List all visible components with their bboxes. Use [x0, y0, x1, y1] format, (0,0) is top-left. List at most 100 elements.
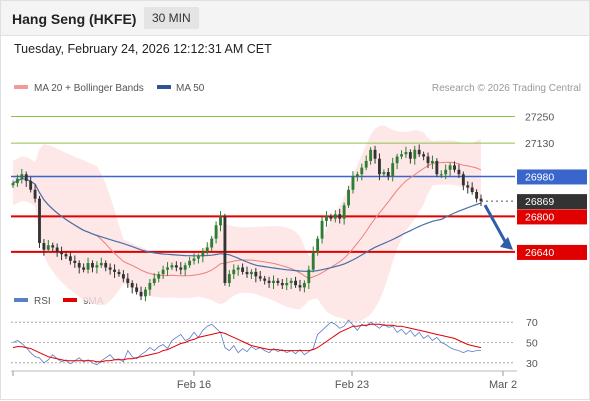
- candle-body: [302, 283, 306, 288]
- x-tick-label: Feb 23: [335, 379, 369, 391]
- level-label-26800: 26800: [525, 211, 554, 223]
- candle-body: [144, 289, 147, 297]
- candle-body: [20, 174, 24, 179]
- candle-body: [166, 267, 169, 270]
- candle: [46, 239, 50, 253]
- legend-ma50-swatch: [157, 85, 171, 89]
- candle-body: [435, 160, 439, 175]
- candle: [276, 278, 280, 286]
- candle: [139, 286, 143, 301]
- rsi-panel: 70 50 30: [11, 317, 538, 370]
- forecast-arrow-head: [500, 236, 513, 250]
- candle: [29, 176, 33, 193]
- candle-body: [369, 149, 373, 161]
- candle: [227, 270, 231, 287]
- candle: [325, 211, 328, 227]
- candle-body: [294, 280, 298, 286]
- candle-body: [430, 160, 434, 164]
- candle-body: [422, 154, 426, 157]
- candle-body: [400, 154, 403, 157]
- candle-body: [298, 285, 302, 288]
- rsi-tick-70: 70: [526, 317, 538, 329]
- candle-body: [444, 169, 448, 175]
- candle-body: [245, 271, 249, 275]
- candle: [378, 153, 381, 181]
- candle-body: [386, 172, 390, 177]
- candle: [73, 255, 77, 268]
- x-tick-label: Mar 2: [489, 379, 517, 391]
- candle: [254, 267, 258, 283]
- candle: [475, 189, 479, 203]
- candle-body: [320, 220, 324, 239]
- candle: [426, 152, 430, 169]
- candle-body: [325, 216, 328, 221]
- candle-body: [338, 214, 342, 219]
- candle: [121, 270, 125, 283]
- candle: [24, 171, 28, 187]
- candle: [347, 185, 350, 208]
- candle: [461, 171, 465, 191]
- candle-body: [126, 278, 130, 283]
- candle-body: [95, 265, 99, 268]
- level-label-27250: 27250: [525, 112, 554, 124]
- rsi-line: [12, 319, 481, 366]
- candle-body: [382, 172, 386, 175]
- legend-rsi-swatch: [14, 298, 28, 302]
- price-panel: 27250 27130 26980 26869 26800 26640: [11, 112, 587, 322]
- candle-body: [466, 185, 470, 188]
- candle: [241, 263, 245, 275]
- candle: [152, 273, 156, 286]
- candle: [104, 260, 108, 272]
- candle: [55, 243, 59, 257]
- candle-body: [135, 287, 139, 292]
- candle-body: [64, 254, 68, 257]
- candle-body: [373, 149, 377, 159]
- candle: [435, 158, 439, 177]
- candle-body: [391, 163, 395, 177]
- rsi-tick-30: 30: [526, 358, 538, 370]
- candle-body: [236, 267, 240, 270]
- candle: [174, 261, 178, 272]
- forecast-arrow-shaft: [483, 204, 509, 246]
- candle-body: [38, 198, 41, 244]
- candle-body: [139, 291, 143, 297]
- candle-body: [355, 174, 359, 177]
- candle: [68, 252, 72, 265]
- candle-body: [470, 187, 474, 192]
- candle-body: [130, 283, 134, 288]
- datetime-label: Tuesday, February 24, 2026 12:12:31 AM C…: [14, 42, 272, 56]
- candle-body: [77, 263, 81, 268]
- legend-rsi-label: RSI: [34, 296, 51, 307]
- candle: [285, 277, 289, 291]
- candle-body: [108, 267, 112, 270]
- candle: [369, 147, 373, 165]
- candle: [413, 145, 417, 165]
- candle-body: [272, 280, 275, 283]
- candle: [166, 262, 169, 276]
- candle-body: [461, 174, 465, 186]
- candle: [33, 184, 37, 203]
- candle: [236, 264, 240, 276]
- candle-body: [347, 189, 350, 206]
- legend-9ma-swatch: [63, 298, 77, 302]
- candle-body: [227, 274, 231, 283]
- candle: [130, 280, 134, 294]
- candle-body: [152, 278, 156, 283]
- candle-body: [351, 176, 355, 190]
- level-label-26869: 26869: [525, 196, 554, 208]
- candle: [99, 257, 103, 268]
- candle-body: [73, 260, 77, 264]
- candle-body: [99, 263, 103, 266]
- candle: [245, 266, 249, 278]
- candle: [201, 247, 205, 263]
- candle-body: [223, 216, 227, 283]
- candle-body: [395, 156, 399, 164]
- candle: [329, 213, 333, 222]
- candle-body: [404, 152, 408, 155]
- candle: [192, 253, 196, 265]
- candle-body: [378, 158, 381, 175]
- level-label-26640: 26640: [525, 247, 554, 259]
- x-axis: Feb 16 Feb 23 Mar 2: [11, 370, 517, 391]
- timeframe-badge[interactable]: 30 MIN: [144, 7, 199, 29]
